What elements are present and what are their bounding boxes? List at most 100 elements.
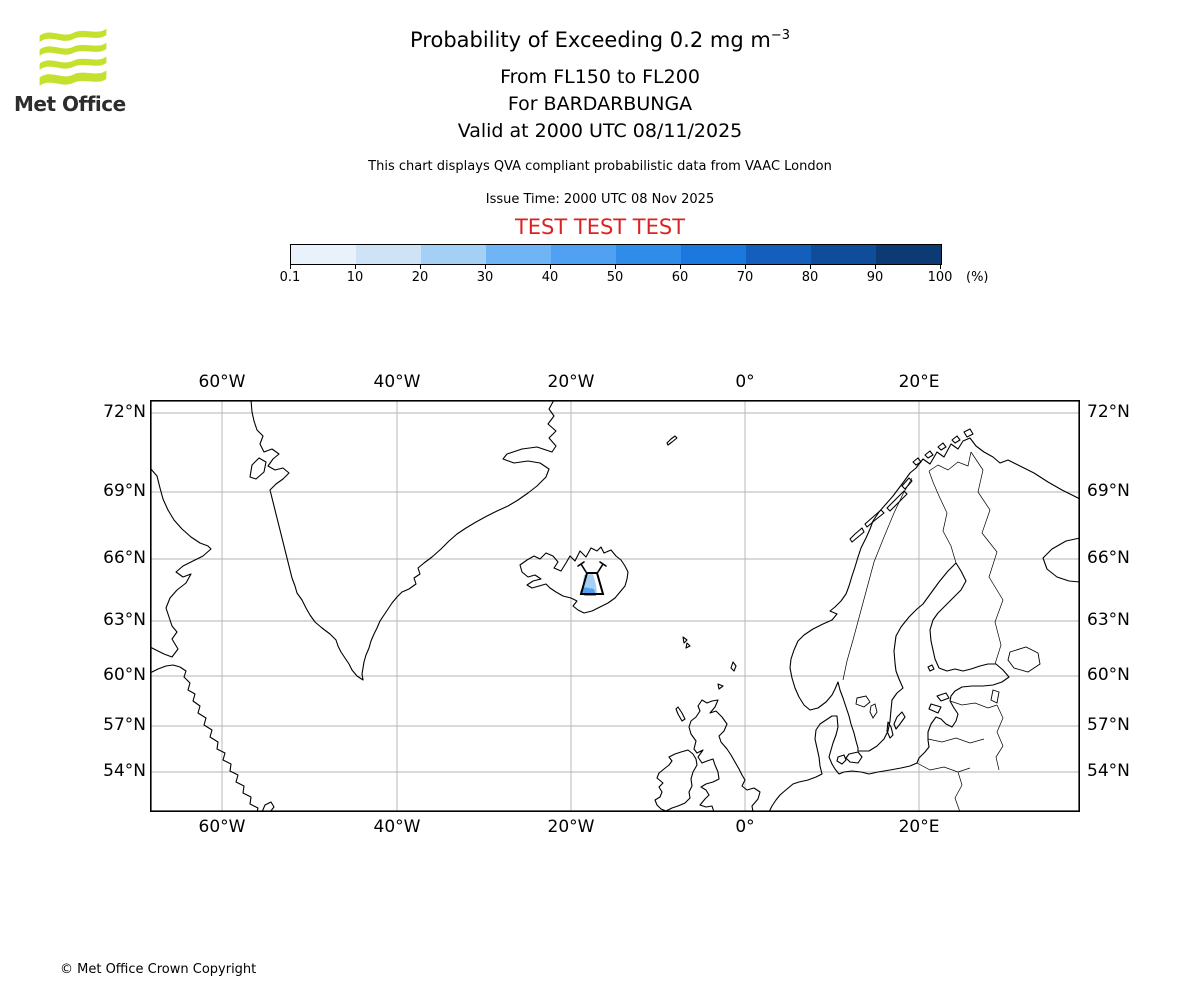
shetland-islands [730, 661, 737, 672]
lon-label-bottom: 40°W [373, 817, 421, 837]
colorbar-tick [355, 265, 356, 269]
probability-colorbar [290, 244, 942, 265]
title-exponent: −3 [770, 28, 790, 43]
subtitle-block: From FL150 to FL200 For BARDARBUNGA Vali… [0, 64, 1200, 145]
zealand-island [845, 751, 863, 764]
colorbar-segment [486, 245, 551, 264]
lat-label-right: 54°N [1087, 761, 1130, 781]
ireland-coast [654, 749, 698, 812]
lat-label-right: 72°N [1087, 402, 1130, 422]
colorbar-tick [290, 265, 291, 269]
baffin-coast [150, 467, 212, 658]
colorbar-segment [356, 245, 421, 264]
lon-label-bottom: 20°W [547, 817, 595, 837]
aland-islands [927, 664, 935, 672]
finnmark-islands [912, 428, 974, 466]
colorbar-segment [616, 245, 681, 264]
colorbar-label: 20 [411, 270, 429, 285]
colorbar-tick [875, 265, 876, 269]
colorbar-label: 30 [476, 270, 494, 285]
volcano-icon [577, 561, 607, 595]
colorbar-tick [810, 265, 811, 269]
page-title: Probability of Exceeding 0.2 mg m−3 [410, 28, 790, 52]
iceland-coast [519, 546, 629, 614]
lat-label-left: 63°N [103, 610, 146, 630]
lake-vanern [855, 695, 871, 708]
lake-ladoga [1007, 646, 1041, 673]
colorbar-label: 60 [671, 270, 689, 285]
disko-island [249, 457, 267, 480]
colorbar-label: 40 [541, 270, 559, 285]
lake-peipus [990, 689, 1000, 704]
colorbar-segment [746, 245, 811, 264]
lat-label-left: 57°N [103, 715, 146, 735]
estonian-islands [928, 692, 950, 714]
colorbar-tick [420, 265, 421, 269]
subtitle-flight-levels: From FL150 to FL200 [500, 66, 700, 88]
subtitle-volcano: For BARDARBUNGA [507, 93, 693, 115]
colorbar-tick [615, 265, 616, 269]
colorbar-tick [485, 265, 486, 269]
colorbar-label: 90 [866, 270, 884, 285]
oland-island [886, 721, 894, 739]
lat-label-left: 72°N [103, 402, 146, 422]
colorbar-segment [811, 245, 876, 264]
colorbar-tick [940, 265, 941, 269]
lofoten-islands [849, 477, 913, 543]
lat-label-right: 69°N [1087, 481, 1130, 501]
colorbar-label: 0.1 [279, 270, 301, 285]
lat-label-right: 66°N [1087, 548, 1130, 568]
colorbar-segment [551, 245, 616, 264]
lon-label-bottom: 0° [735, 817, 755, 837]
lat-label-left: 66°N [103, 548, 146, 568]
lat-label-left: 60°N [103, 665, 146, 685]
coastlines [150, 400, 1080, 812]
lon-label-bottom: 60°W [198, 817, 246, 837]
map-canvas [150, 400, 1080, 812]
great-britain-coast [688, 699, 761, 812]
colorbar-label: 80 [801, 270, 819, 285]
lakes [855, 646, 1041, 719]
map-frame [150, 400, 1080, 812]
lon-label-top: 20°E [898, 372, 940, 392]
colorbar-tick [680, 265, 681, 269]
colorbar-segment [291, 245, 356, 264]
lat-label-right: 57°N [1087, 715, 1130, 735]
colorbar-segment [421, 245, 486, 264]
issue-time-line: Issue Time: 2000 UTC 08 Nov 2025 [485, 192, 715, 207]
labrador-coast [150, 664, 259, 812]
greenland-coast [250, 400, 557, 681]
met-office-waves-icon [39, 28, 107, 86]
map-gridlines [150, 400, 1080, 812]
colorbar-label: 50 [606, 270, 624, 285]
lat-label-left: 54°N [103, 761, 146, 781]
met-office-logo: Met Office [14, 26, 134, 116]
orkney-islands [717, 683, 724, 690]
lake-vattern [869, 703, 878, 719]
faroe-islands [682, 636, 691, 649]
copyright-text: © Met Office Crown Copyright [60, 962, 257, 977]
colorbar-label: 100 [927, 270, 953, 285]
lon-label-top: 0° [735, 372, 755, 392]
colorbar-label: 10 [346, 270, 364, 285]
test-watermark: TEST TEST TEST [514, 215, 686, 239]
funen-island [836, 754, 847, 765]
colorbar-label: 70 [736, 270, 754, 285]
colorbar-unit-label: (%) [966, 270, 989, 285]
colorbar-segment [876, 245, 941, 264]
lon-label-top: 60°W [198, 372, 246, 392]
qva-info-line: This chart displays QVA compliant probab… [368, 159, 832, 174]
white-sea-coast [1042, 537, 1080, 583]
hebrides-islands [675, 706, 686, 722]
lon-label-top: 40°W [373, 372, 421, 392]
colorbar-tick [550, 265, 551, 269]
country-borders [842, 451, 1004, 812]
scandinavia-baltic-coast [768, 437, 1080, 812]
newfoundland-tip [261, 801, 275, 812]
jan-mayen-island [666, 435, 678, 446]
lat-label-left: 69°N [103, 481, 146, 501]
colorbar-segment [681, 245, 746, 264]
lat-label-right: 60°N [1087, 665, 1130, 685]
lon-label-bottom: 20°E [898, 817, 940, 837]
met-office-logo-text: Met Office [14, 92, 126, 116]
